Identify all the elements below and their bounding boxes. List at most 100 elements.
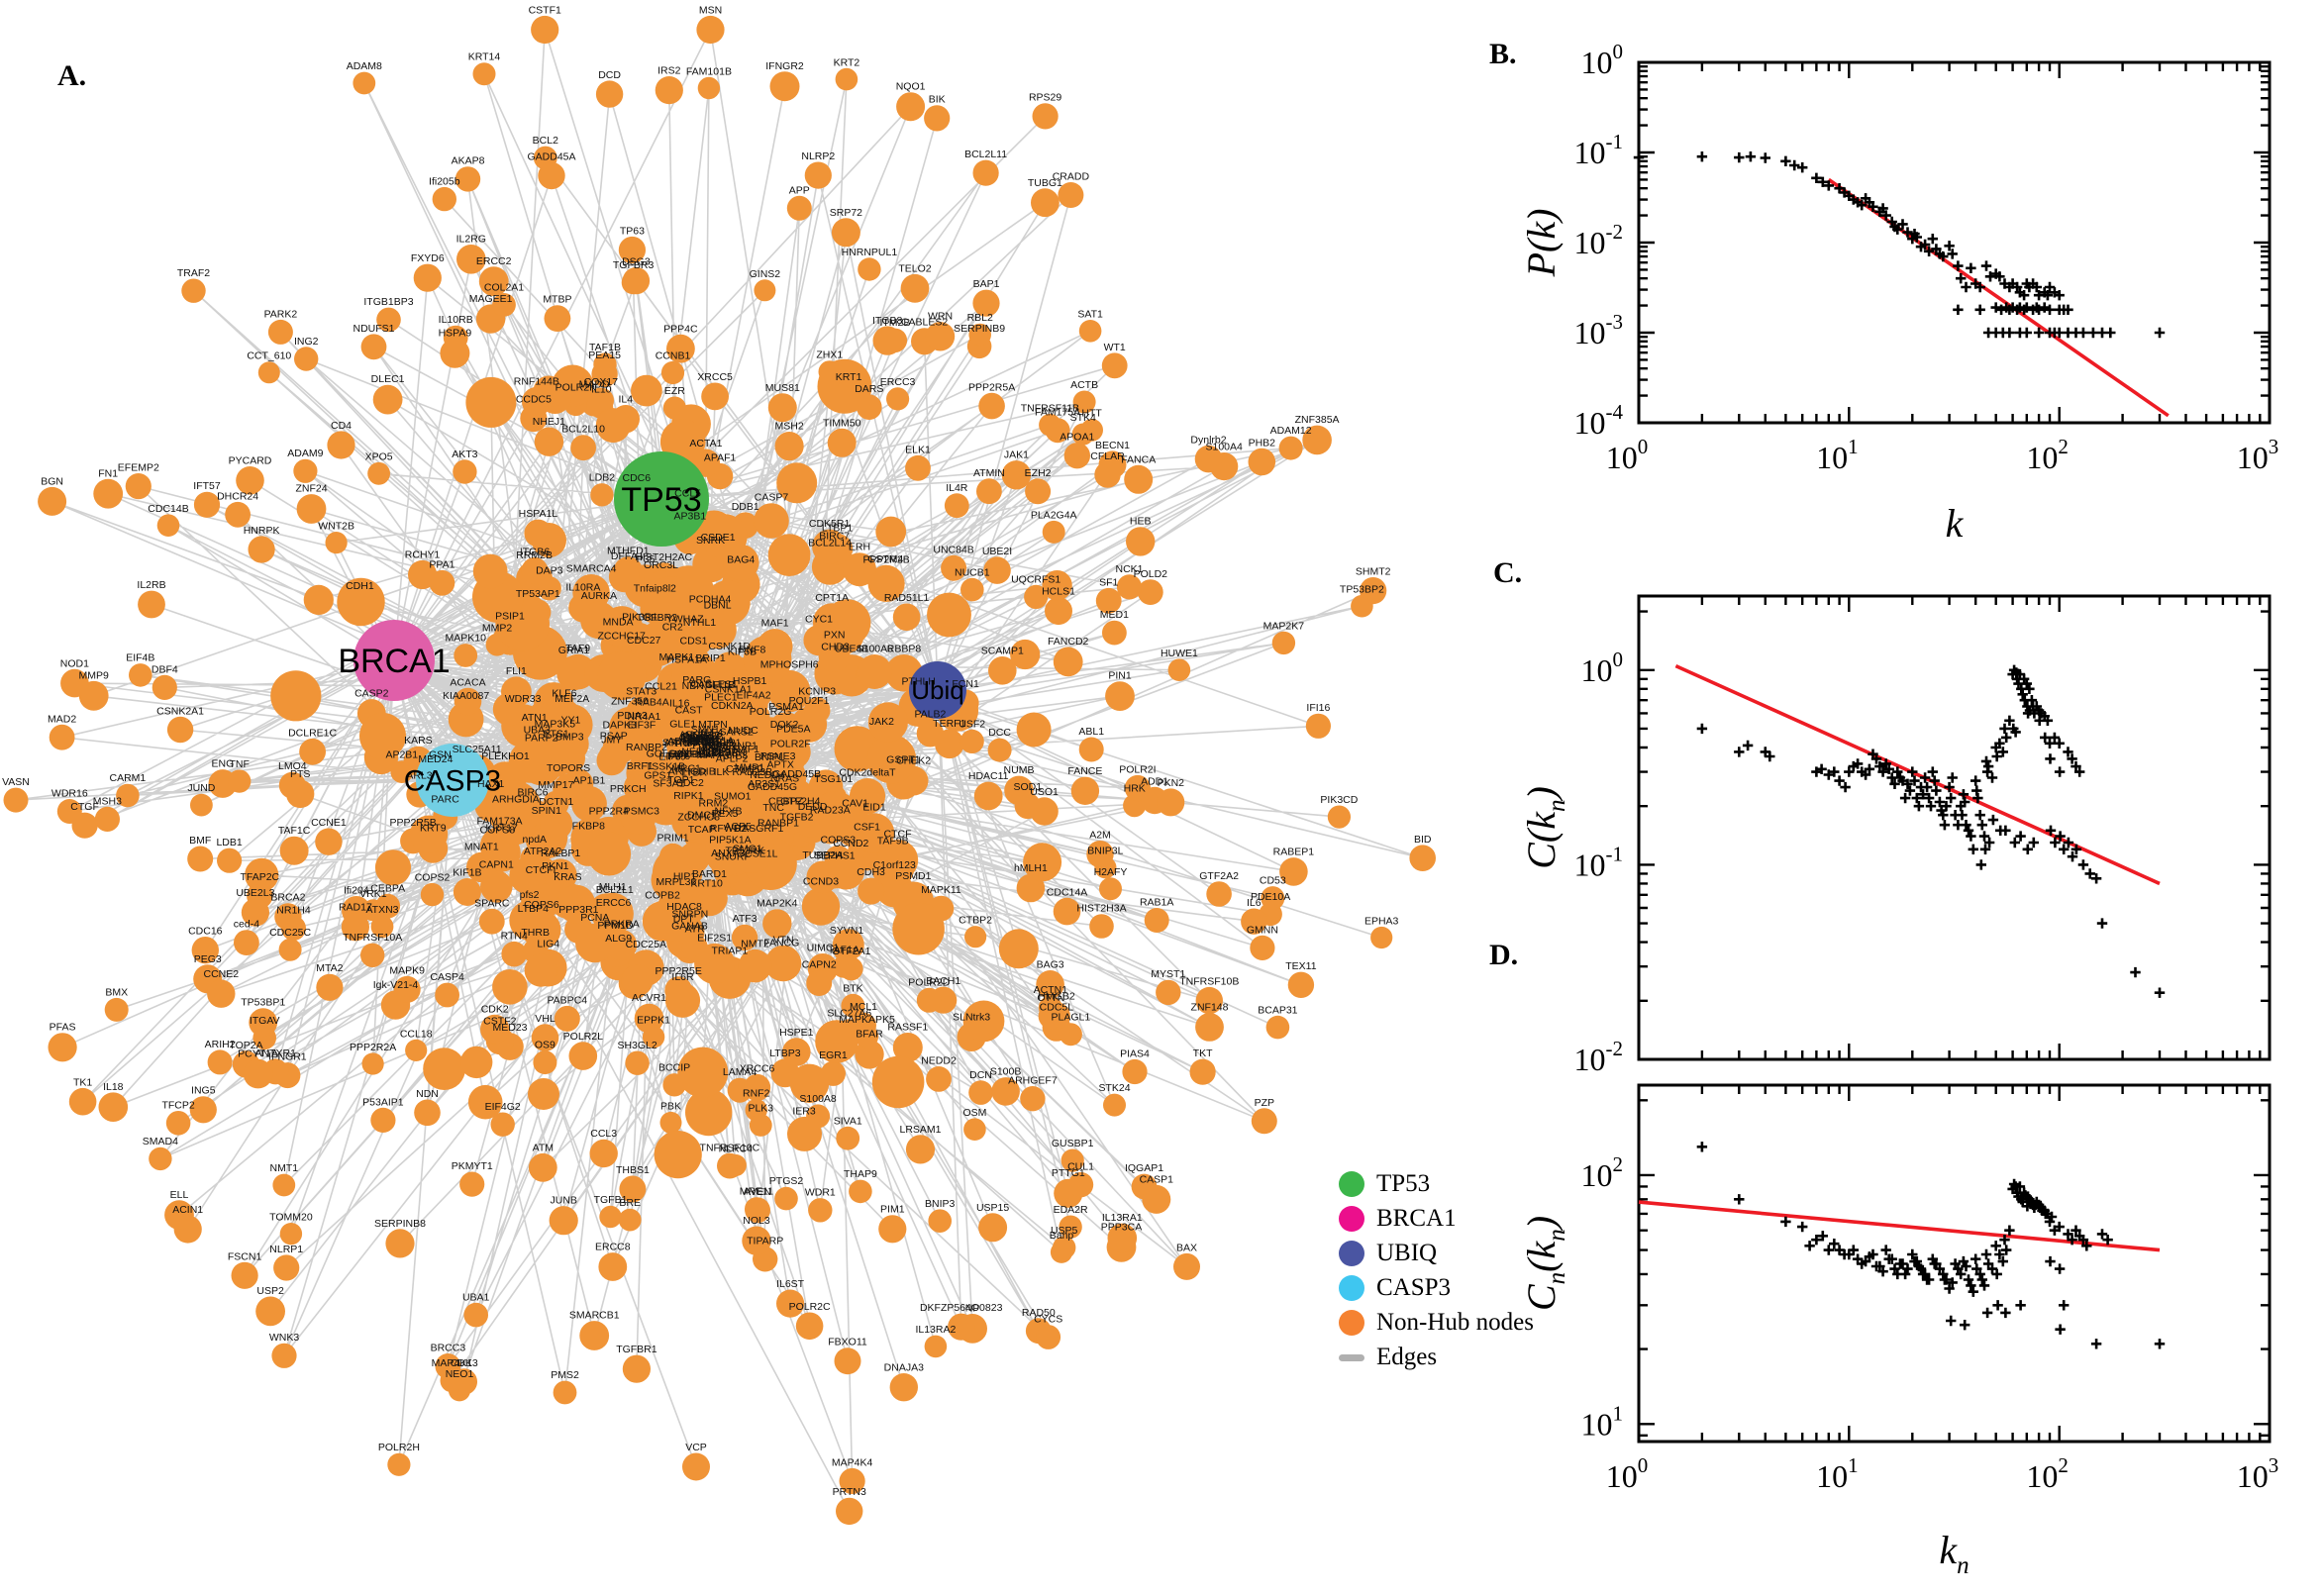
network-node-label: CDK2deltaT — [839, 767, 896, 779]
network-node-label: PKN2 — [1158, 777, 1185, 789]
network-node-label: CSE1L — [745, 848, 777, 859]
network-node-label: NR1H4 — [276, 905, 311, 917]
network-node — [225, 501, 252, 528]
network-node-label: EIF3F — [628, 720, 656, 732]
network-node-label: PLEC1 — [704, 691, 737, 703]
network-node-label: USP5 — [1051, 1225, 1078, 1237]
network-node-label: WDR33 — [505, 693, 542, 705]
network-node — [644, 576, 699, 632]
network-node-label: CRADD — [1053, 171, 1090, 183]
network-node-label: HMGB2 — [1038, 991, 1075, 1003]
legend-item-label: Non-Hub nodes — [1376, 1309, 1535, 1336]
network-node-label: POLR2F — [770, 738, 811, 749]
network-node — [1279, 857, 1308, 886]
network-node — [1195, 986, 1224, 1015]
network-node-label: NCK1 — [1115, 563, 1143, 575]
network-node-label: CCL5 — [674, 488, 701, 500]
network-node — [478, 908, 505, 935]
network-node-label: THBS1 — [616, 1164, 650, 1176]
y-axis-title: C(kn​) — [1519, 786, 1570, 869]
network-node-label: ELK1 — [905, 444, 931, 455]
y-axis-title: Cn​(kn​) — [1519, 1216, 1570, 1311]
network-node-label: LTBR — [681, 766, 707, 778]
network-node-label: BFAR — [856, 1029, 883, 1041]
network-node-label: SH3GL2 — [617, 1040, 656, 1051]
network-node-label: PPP2R5B — [389, 817, 436, 829]
network-node-label: RFC1 — [687, 737, 715, 748]
network-node-label: EIF2S1 — [697, 932, 732, 944]
network-node — [631, 747, 662, 777]
network-node-label: CDS1 — [679, 636, 707, 648]
network-node-label: IFNG — [702, 743, 727, 754]
network-node — [900, 273, 930, 303]
network-node-label: ACP5 — [724, 821, 752, 833]
network-node — [744, 1073, 771, 1102]
network-node — [570, 435, 596, 461]
network-node-label: KRT17 — [485, 823, 518, 835]
network-node — [241, 898, 269, 927]
network-node-label: NTHL1 — [683, 617, 716, 629]
network-node — [337, 577, 385, 627]
network-node — [892, 902, 945, 955]
network-node-label: TELO2 — [898, 262, 931, 274]
network-node-label: GADD45G — [748, 781, 797, 793]
network-node-label: IFNGR2 — [765, 60, 804, 72]
network-node-label: MSH3 — [93, 795, 122, 807]
network-node-label: LAMA4 — [723, 1066, 758, 1078]
network-node-label: SLNtrk3 — [953, 1011, 990, 1023]
network-node — [1157, 788, 1185, 817]
network-node-label: S100A6 — [857, 644, 894, 655]
network-node-label: BTK — [843, 982, 862, 994]
network-node — [454, 166, 481, 192]
network-node-label: WRN — [928, 311, 953, 323]
network-node-label: RNF8 — [739, 644, 766, 655]
network-node-label: ZNF24 — [295, 483, 327, 495]
network-node-label: CDK3 — [451, 1357, 478, 1369]
network-node — [803, 697, 831, 724]
network-node — [1107, 1223, 1138, 1253]
network-node-label: KCNIP3 — [798, 686, 836, 698]
network-node-label: TP53BP2 — [1340, 583, 1384, 595]
network-node — [836, 1126, 860, 1150]
panel-label-a: A. — [57, 59, 87, 92]
network-node-label: GADD45B — [772, 768, 821, 780]
network-node-label: CCND2 — [833, 838, 868, 849]
network-node — [925, 322, 956, 351]
network-node-label: KLF4 — [698, 727, 723, 739]
network-node-label: CASP4 — [430, 971, 464, 983]
network-node — [556, 884, 596, 924]
network-node-label: ATF3 — [733, 913, 758, 925]
network-node-label: NOD1 — [60, 657, 89, 669]
network-node — [1042, 520, 1065, 544]
network-node-label: ITGB1BP3 — [363, 296, 413, 308]
network-node-label: STK24 — [1098, 1082, 1130, 1094]
network-node — [972, 159, 999, 186]
network-node — [1265, 1015, 1290, 1040]
network-node — [166, 716, 194, 744]
network-node — [294, 347, 319, 371]
network-node-label: CYC1 — [805, 614, 833, 626]
network-node — [453, 878, 481, 906]
network-node-label: CEBPB — [703, 748, 739, 759]
network-node-label: ATR — [685, 923, 706, 935]
axis-ticks — [1637, 60, 2272, 425]
network-node-label: BID — [1414, 834, 1432, 846]
network-node — [978, 1213, 1008, 1243]
network-node-label: MUS81 — [765, 382, 800, 394]
network-node — [579, 1321, 610, 1350]
network-node-label: GSTM4 — [867, 553, 903, 565]
network-node-label: PPP4C — [663, 323, 698, 335]
network-node-label: CCNB1 — [656, 350, 691, 362]
network-node-label: TAF9 — [565, 643, 590, 654]
network-node — [534, 682, 574, 723]
network-node-label: SNRPN — [671, 908, 708, 920]
network-node — [1241, 908, 1267, 935]
network-node-label: TAF1C — [278, 825, 311, 837]
network-node — [625, 1050, 650, 1075]
network-node — [701, 382, 729, 411]
network-node — [598, 1252, 628, 1281]
network-node — [618, 1208, 642, 1232]
network-node-label: DCN — [969, 1069, 992, 1081]
legend-item-label: UBIQ — [1376, 1240, 1438, 1266]
network-node — [849, 1179, 872, 1204]
